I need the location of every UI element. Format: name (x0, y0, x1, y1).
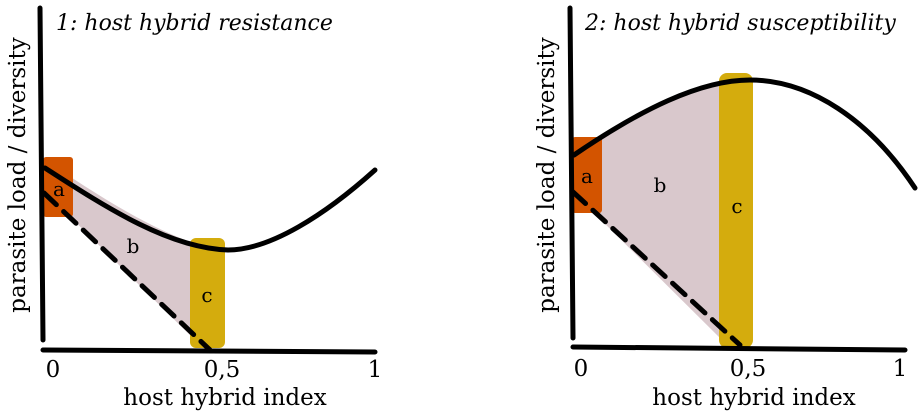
panel-1-tick-1: 1 (368, 357, 383, 383)
panel-1: 1: host hybrid resistance parasite load … (5, 5, 383, 411)
panel-1-label-a: a (53, 177, 65, 201)
panel-1-curve (42, 165, 378, 253)
panel-2-ylabel: parasite load / diversity (534, 37, 560, 313)
panel-1-dashed-line (41, 190, 213, 353)
panel-2-y-axis (567, 5, 576, 341)
panel-2-region-b (573, 84, 722, 340)
panel-2-x-axis (570, 344, 908, 353)
panel-1-label-b: b (127, 234, 140, 258)
panel-1-x-axis (40, 347, 378, 355)
panel-1-label-c: c (201, 283, 212, 307)
panel-1-tick-0: 0 (46, 357, 61, 383)
panel-2-region-c (719, 73, 753, 348)
panel-2-label-b: b (654, 173, 667, 197)
panel-1-y-axis (37, 5, 46, 343)
panel-2-region-a (572, 137, 602, 213)
panel-2: 2: host hybrid susceptibility parasite l… (534, 5, 918, 411)
panel-1-ylabel: parasite load / diversity (5, 37, 31, 313)
panel-2-label-c: c (731, 194, 742, 218)
panel-2-dashed-line (570, 189, 743, 348)
panel-2-curve (571, 77, 918, 191)
panel-2-tick-0: 0 (574, 356, 589, 382)
panel-1-region-c (190, 238, 225, 348)
panel-1-region-b (45, 160, 200, 345)
panel-2-tick-half: 0,5 (730, 356, 767, 382)
panel-1-tick-half: 0,5 (204, 357, 241, 383)
panel-2-tick-1: 1 (893, 356, 908, 382)
panel-2-title: 2: host hybrid susceptibility (584, 11, 896, 36)
panel-2-label-a: a (581, 164, 593, 188)
panel-2-xlabel: host hybrid index (652, 385, 855, 411)
panel-1-xlabel: host hybrid index (123, 385, 326, 411)
panel-1-title: 1: host hybrid resistance (56, 11, 333, 36)
